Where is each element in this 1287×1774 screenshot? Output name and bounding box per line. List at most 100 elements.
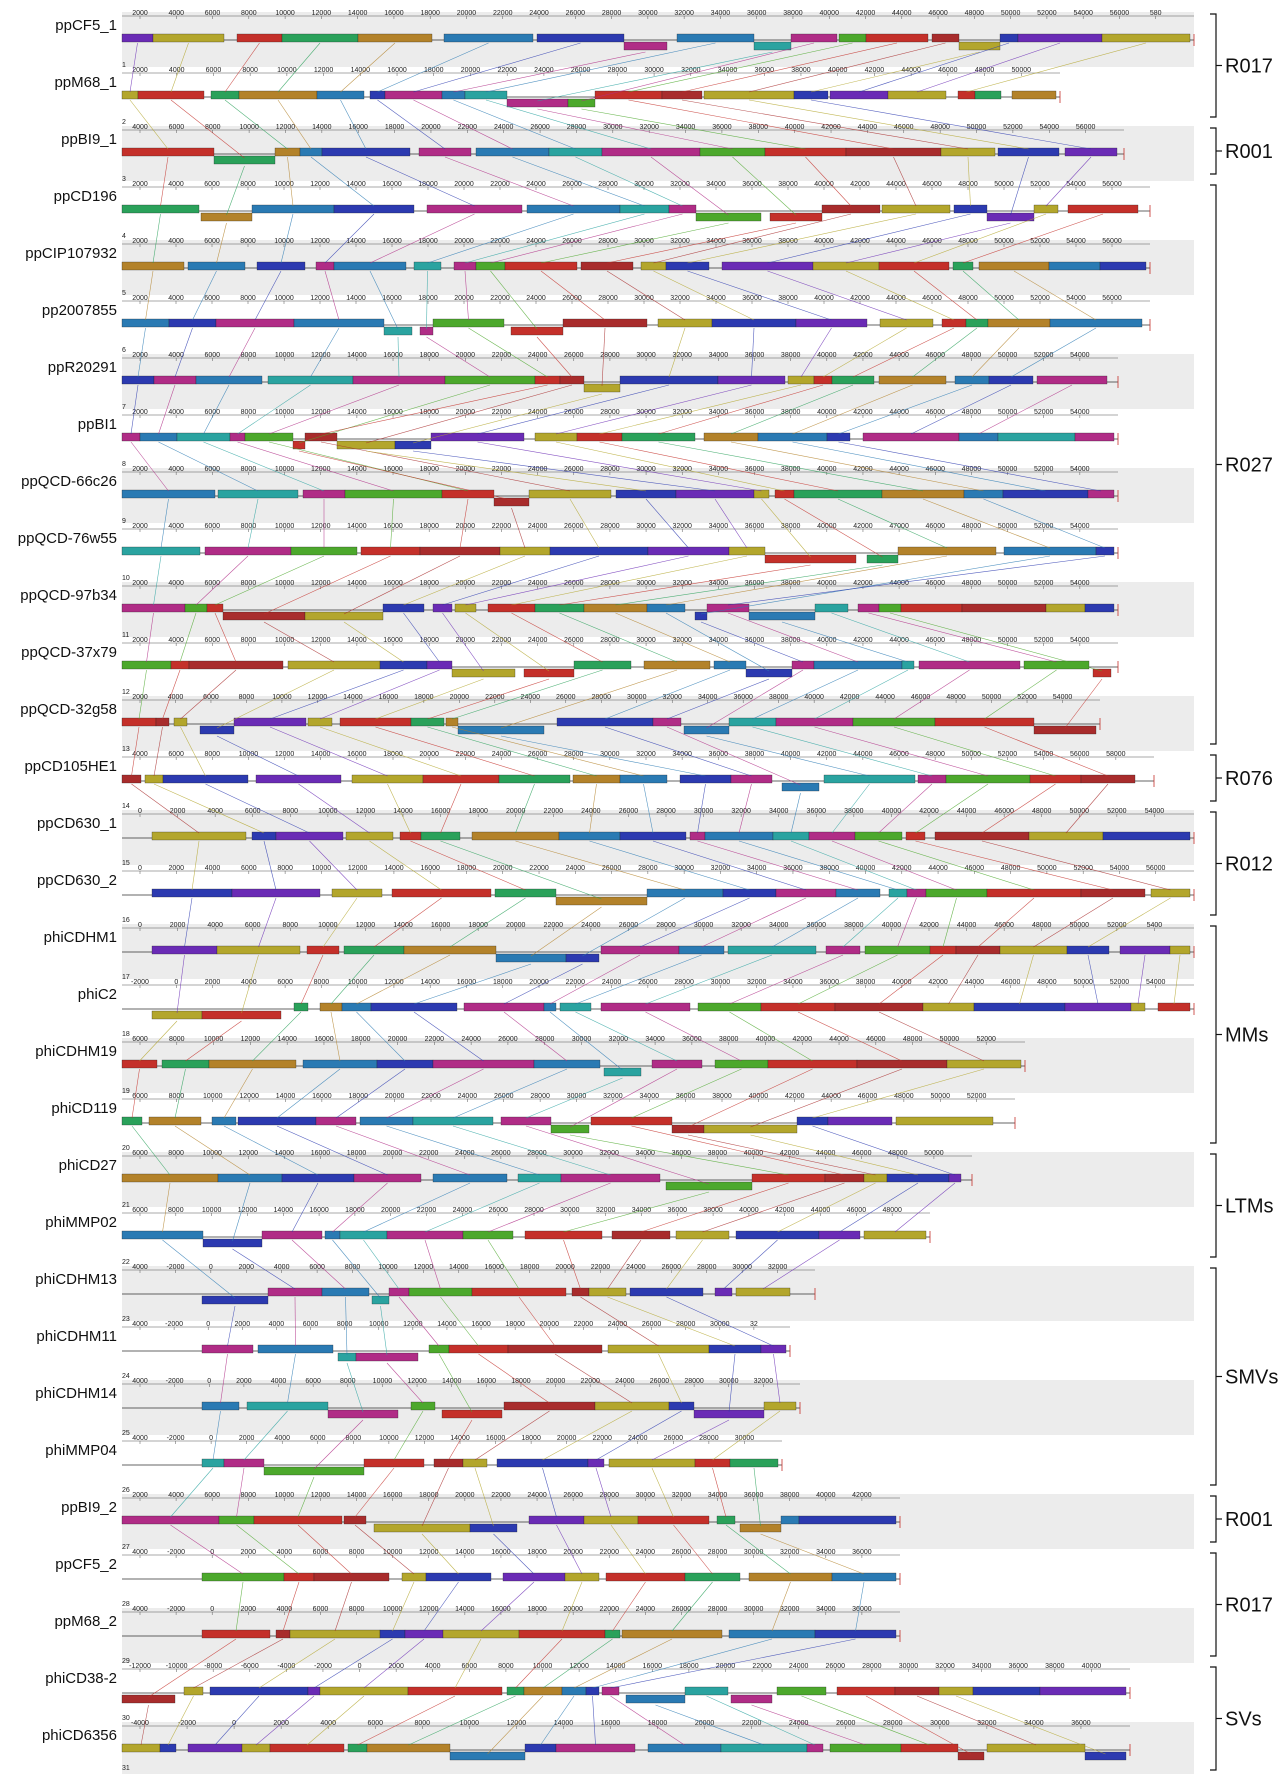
lcb-block [878, 261, 950, 271]
lcb-block [383, 326, 413, 336]
tick-label: 14000 [311, 751, 331, 758]
tick-label: 34000 [1024, 1720, 1044, 1727]
tick-label: 46000 [926, 409, 946, 416]
row-label: ppCIP107932 [25, 245, 117, 262]
tick-label: 36000 [852, 1606, 872, 1613]
lcb-connector [375, 678, 484, 720]
row-index: 29 [122, 1658, 130, 1665]
tick-label: 4000 [425, 1663, 441, 1670]
lcb-block [162, 774, 249, 784]
lcb-connector [542, 1410, 633, 1461]
lcb-connector [426, 270, 428, 330]
tick-label: -2000 [166, 1378, 184, 1385]
lcb-block [683, 725, 730, 735]
lcb-block [1048, 261, 1101, 271]
lcb-connector [897, 897, 917, 948]
tick-label: 2000 [205, 979, 221, 986]
tick-label: 28000 [674, 979, 694, 986]
lcb-block [246, 1401, 329, 1411]
lcb-connector [170, 99, 245, 159]
tick-label: 42000 [853, 637, 873, 644]
tick-label: 36000 [742, 181, 762, 188]
row-label: phiCDHM11 [36, 1328, 117, 1345]
lcb-connector [413, 42, 581, 93]
lcb-block [241, 1743, 271, 1753]
tick-label: 2000 [132, 637, 148, 644]
tick-label: 14000 [276, 1093, 296, 1100]
tick-label: 30000 [744, 1549, 764, 1556]
lcb-connector [191, 840, 200, 891]
tick-label: 26000 [650, 1378, 670, 1385]
lcb-connector [915, 783, 989, 834]
tick-label: 44000 [858, 124, 878, 131]
lcb-connector [258, 897, 277, 948]
lcb-connector [490, 270, 538, 330]
tick-label: 14000 [450, 1435, 470, 1442]
tick-label: 46000 [928, 10, 948, 17]
tick-label: 10000 [203, 1093, 223, 1100]
tick-label: 18000 [347, 1150, 367, 1157]
lcb-connector [493, 1533, 535, 1575]
lcb-block [997, 432, 1076, 442]
lcb-block [347, 1743, 368, 1753]
tick-label: 46000 [852, 1150, 872, 1157]
tick-label: 10000 [275, 409, 295, 416]
tick-label: 40000 [804, 694, 824, 701]
lcb-connector [750, 1134, 919, 1176]
tick-label: 44000 [928, 865, 948, 872]
group-label: R017 [1225, 56, 1273, 78]
tick-label: 32000 [780, 1606, 800, 1613]
lcb-block [1092, 668, 1112, 678]
tick-label: 54000 [1066, 238, 1086, 245]
tick-label: 16000 [420, 865, 440, 872]
tick-label: 46000 [938, 67, 958, 74]
tick-label: 12000 [356, 922, 376, 929]
lcb-connector [306, 1695, 365, 1746]
lcb-connector [653, 270, 755, 321]
tick-label: 12000 [419, 1606, 439, 1613]
tick-label: 18000 [345, 1207, 365, 1214]
tick-label: 20000 [529, 979, 549, 986]
tick-label: 42000 [853, 352, 873, 359]
lcb-block [787, 375, 815, 385]
lcb-block [829, 90, 889, 100]
tick-label: 18000 [457, 865, 477, 872]
lcb-block [775, 888, 837, 898]
tick-label: 46000 [994, 808, 1014, 815]
lcb-connector [515, 783, 535, 834]
tick-label: 36000 [676, 1093, 696, 1100]
lcb-block [675, 489, 755, 499]
lcb-connector [357, 1695, 456, 1746]
lcb-connector [354, 1467, 395, 1518]
tick-label: 38000 [778, 181, 798, 188]
tick-label: 20000 [557, 1435, 577, 1442]
lcb-connector [427, 678, 550, 720]
lcb-connector [581, 42, 815, 102]
tick-label: 36000 [745, 466, 765, 473]
tick-label: 6000 [313, 1549, 329, 1556]
lcb-connector [511, 555, 748, 606]
tick-label: 44000 [889, 580, 909, 587]
tick-label: 6000 [205, 409, 221, 416]
lcb-connector [615, 612, 731, 663]
lcb-connector [269, 669, 404, 720]
lcb-block [555, 1743, 636, 1753]
tick-label: 14000 [442, 1378, 462, 1385]
tick-label: 34000 [672, 751, 692, 758]
lcb-connector [916, 42, 1061, 93]
lcb-block [716, 1515, 736, 1525]
lcb-connector [386, 1068, 484, 1119]
row-label: ppR20291 [48, 359, 117, 376]
lcb-block [121, 717, 157, 727]
lcb-block [958, 432, 999, 442]
tick-label: 12000 [407, 1378, 427, 1385]
tick-label: 10000 [348, 979, 368, 986]
lcb-connector [573, 1638, 673, 1689]
lcb-block [251, 204, 335, 214]
tick-label: 16000 [486, 1435, 506, 1442]
tick-label: 10000 [202, 1207, 222, 1214]
lcb-block [703, 432, 759, 442]
lcb-block [475, 261, 506, 271]
lcb-connector [146, 612, 154, 663]
tick-label: 30000 [636, 580, 656, 587]
